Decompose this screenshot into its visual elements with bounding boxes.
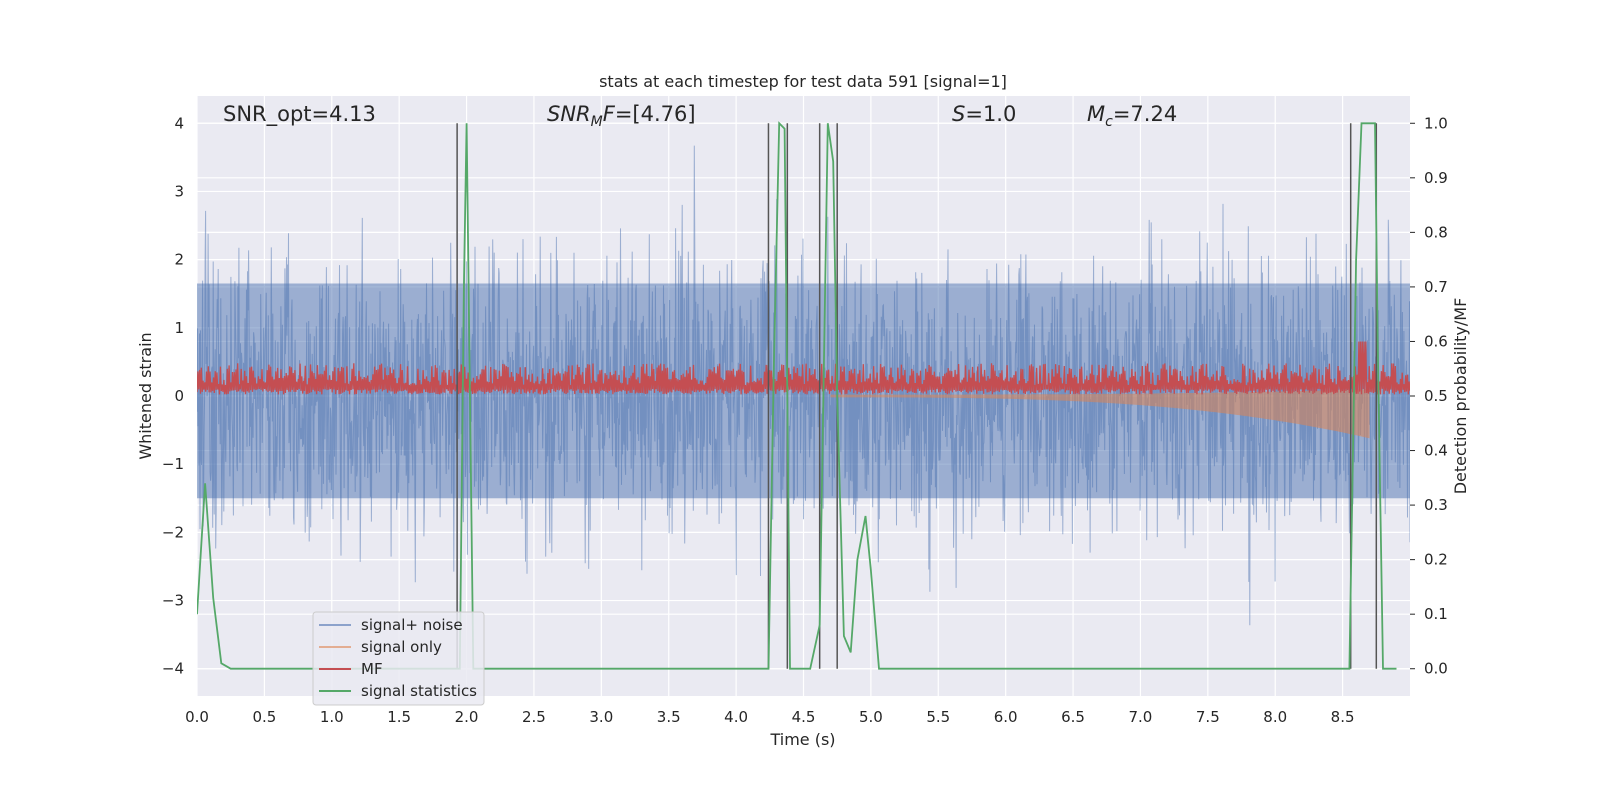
- y-left-tick-label: 0: [174, 387, 184, 405]
- snr-mf-rest-italic: F: [603, 102, 616, 126]
- y-left-tick-label: 2: [174, 251, 184, 269]
- s-symbol: S: [952, 102, 965, 126]
- y-right-tick-label: 0.1: [1424, 605, 1448, 623]
- y-left-tick-label: −4: [162, 660, 184, 678]
- signal-only-series: [830, 389, 1370, 439]
- x-tick-label: 3.5: [657, 708, 681, 726]
- x-tick-label: 2.5: [522, 708, 546, 726]
- x-axis-label: Time (s): [769, 730, 835, 749]
- x-tick-label: 4.0: [724, 708, 748, 726]
- mc-subscript: c: [1105, 114, 1113, 130]
- snr-mf-value: =[4.76]: [615, 102, 696, 126]
- y-right-tick-label: 0.0: [1424, 660, 1448, 678]
- y-right-tick-label: 0.3: [1424, 496, 1448, 514]
- y-right-tick-label: 0.5: [1424, 387, 1448, 405]
- x-tick-label: 8.5: [1331, 708, 1355, 726]
- legend-label-signal-only: signal only: [361, 638, 442, 656]
- annotation-snr-opt: SNR_opt=4.13: [223, 102, 376, 127]
- y-left-axis-ticks: 4 3 2 1 0 −1 −2 −3 −4: [162, 114, 184, 677]
- y-right-tick-label: 0.2: [1424, 551, 1448, 569]
- chirp-envelope: [830, 389, 1370, 439]
- legend-box: [312, 611, 485, 706]
- s-value: =1.0: [965, 102, 1016, 126]
- x-tick-label: 5.5: [926, 708, 950, 726]
- annotation-snr-mf: SNRMF=[4.76]: [547, 102, 696, 130]
- x-tick-label: 6.0: [994, 708, 1018, 726]
- x-tick-label: 4.5: [792, 708, 816, 726]
- legend-label-mf: MF: [361, 660, 383, 678]
- y-left-tick-label: 1: [174, 319, 184, 337]
- x-axis-ticks: 0.0 0.5 1.0 1.5 2.0 2.5 3.0 3.5 4.0 4.5 5.0 5.5 6.0 6…: [185, 708, 1354, 726]
- annotation-s: S=1.0: [952, 102, 1016, 126]
- y-right-tick-label: 0.6: [1424, 332, 1448, 350]
- mf-trace: [197, 341, 1410, 395]
- y-right-tick-label: 0.9: [1424, 169, 1448, 187]
- x-tick-label: 3.0: [589, 708, 613, 726]
- y-right-tick-label: 1.0: [1424, 114, 1448, 132]
- chart-title: stats at each timestep for test data 591…: [599, 72, 1007, 91]
- y-right-axis-ticks: 1.0 0.9 0.8 0.7 0.6 0.5 0.4 0.3 0.2 0.1 0.0: [1410, 114, 1448, 678]
- y-left-tick-label: −3: [162, 592, 184, 610]
- x-tick-label: 8.0: [1263, 708, 1287, 726]
- x-tick-label: 7.0: [1129, 708, 1153, 726]
- y-left-tick-label: 3: [174, 182, 184, 200]
- annotation-mc: Mc=7.24: [1087, 102, 1177, 130]
- mf-series: [197, 341, 1410, 395]
- x-tick-label: 2.0: [455, 708, 479, 726]
- snr-mf-symbol: SNR: [547, 102, 591, 126]
- legend-label-signal-noise: signal+ noise: [361, 616, 463, 634]
- mc-symbol: M: [1087, 102, 1105, 126]
- x-tick-label: 1.0: [320, 708, 344, 726]
- x-tick-label: 6.5: [1061, 708, 1085, 726]
- legend-label-signal-statistics: signal statistics: [361, 682, 477, 700]
- y-axis-label-right: Detection probability/MF: [1451, 298, 1470, 495]
- y-left-tick-label: −1: [162, 455, 184, 473]
- y-left-tick-label: 4: [174, 114, 184, 132]
- y-axis-label-left: Whitened strain: [136, 332, 155, 459]
- y-right-tick-label: 0.7: [1424, 278, 1448, 296]
- snr-mf-subscript: M: [591, 114, 603, 130]
- y-right-tick-label: 0.4: [1424, 442, 1448, 460]
- x-tick-label: 5.0: [859, 708, 883, 726]
- y-left-tick-label: −2: [162, 523, 184, 541]
- x-tick-label: 1.5: [387, 708, 411, 726]
- y-right-tick-label: 0.8: [1424, 223, 1448, 241]
- legend: signal+ noise signal only MF signal stat…: [312, 611, 485, 706]
- x-tick-label: 0.5: [252, 708, 276, 726]
- x-tick-label: 0.0: [185, 708, 209, 726]
- x-tick-label: 7.5: [1196, 708, 1220, 726]
- mc-value: =7.24: [1113, 102, 1177, 126]
